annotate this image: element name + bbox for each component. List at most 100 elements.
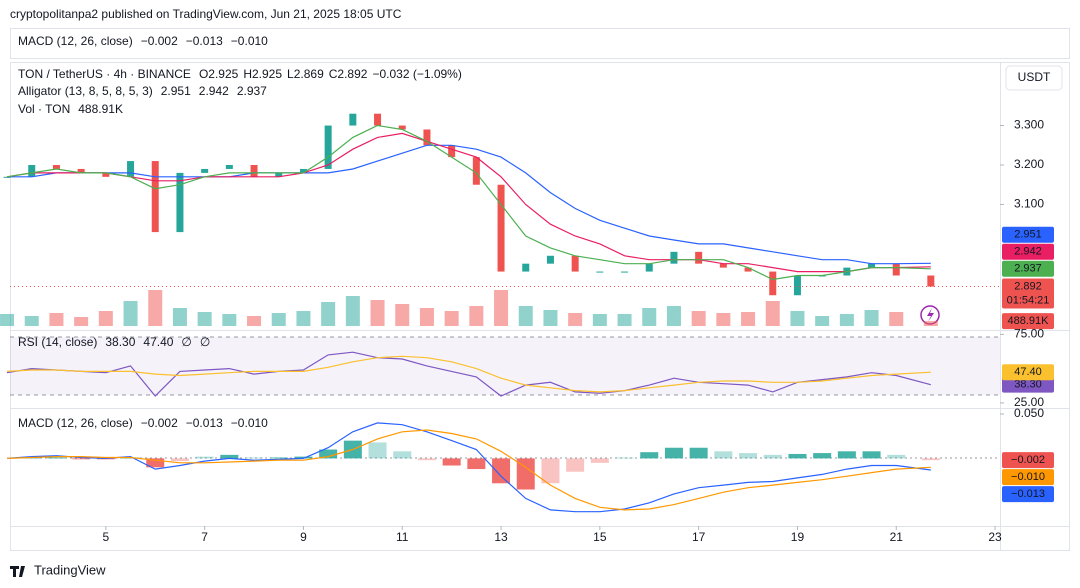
histogram-bar xyxy=(269,457,288,459)
candle xyxy=(571,255,579,272)
macd-badge xyxy=(1002,452,1054,469)
candle xyxy=(102,172,110,177)
price-legend: 2.869 xyxy=(294,67,324,81)
histogram-bar xyxy=(319,449,338,459)
histogram-bar xyxy=(862,451,881,459)
price-legend: 2.925 xyxy=(208,67,238,81)
volume-bar xyxy=(469,306,484,326)
volume-bar xyxy=(345,296,360,326)
volume-bar xyxy=(568,313,583,326)
candle xyxy=(151,161,159,233)
alligator-badge xyxy=(1002,260,1054,277)
alligator-line xyxy=(6,124,931,281)
candle xyxy=(645,263,653,272)
alligator-line xyxy=(6,132,931,273)
rsi-legend: ∅ xyxy=(181,335,191,349)
candle xyxy=(695,251,703,264)
publisher-line: cryptopolitanpa2 published on TradingVie… xyxy=(10,7,402,21)
histogram-bar xyxy=(541,458,560,484)
candle xyxy=(77,168,85,173)
histogram-bar xyxy=(195,456,214,459)
macd-badge-text: −0.010 xyxy=(1011,471,1045,483)
x-tick-label: 5 xyxy=(102,530,109,544)
volume-bar xyxy=(419,308,434,326)
candle xyxy=(448,145,456,158)
candle xyxy=(299,168,307,173)
macd-legend: −0.002 xyxy=(141,416,178,430)
x-tick-label: 15 xyxy=(593,530,607,544)
alligator-legend: 2.937 xyxy=(237,84,267,98)
volume-bar xyxy=(444,311,459,326)
candle xyxy=(423,129,431,146)
histogram-bar xyxy=(887,454,906,459)
candle xyxy=(472,157,480,185)
histogram-bar xyxy=(788,453,807,459)
volume-bar xyxy=(815,316,830,326)
histogram-bar xyxy=(368,442,387,459)
histogram-bar xyxy=(664,447,683,459)
price-legend: 2.892 xyxy=(337,67,367,81)
volume-bar xyxy=(666,306,681,326)
x-tick-label: 23 xyxy=(988,530,1002,544)
rsi-legend: ∅ xyxy=(200,335,210,349)
alligator-badge xyxy=(1002,243,1054,260)
histogram-bar xyxy=(442,458,461,466)
volume-bar xyxy=(172,308,187,326)
histogram-bar xyxy=(245,457,264,459)
histogram-bar xyxy=(763,454,782,459)
footer-logo xyxy=(10,566,25,577)
histogram-bar xyxy=(393,451,412,459)
volume-bar xyxy=(0,314,15,326)
histogram-bar xyxy=(220,454,239,459)
alligator-badge-text: 2.937 xyxy=(1014,263,1042,275)
candle xyxy=(324,125,332,169)
countdown-text: 01:54:21 xyxy=(1007,294,1050,306)
currency-button[interactable] xyxy=(1005,65,1063,91)
main-frame xyxy=(10,62,1070,551)
volume-badge xyxy=(1002,313,1054,330)
y-tick-label: 3.100 xyxy=(1014,197,1044,211)
volume-bar xyxy=(617,314,632,326)
macd-badge xyxy=(1002,486,1054,503)
candle xyxy=(621,271,629,273)
currency-label: USDT xyxy=(1018,70,1051,84)
candle xyxy=(176,172,184,233)
volume-bar xyxy=(395,304,410,326)
histogram-bar xyxy=(739,453,758,459)
y-tick-label: 3.200 xyxy=(1014,157,1044,171)
volume-bar xyxy=(716,313,731,326)
y-tick-label: 3.300 xyxy=(1014,118,1044,132)
collapsed-legend: −0.010 xyxy=(231,34,268,48)
candle xyxy=(28,165,36,177)
rsi-legend: 47.40 xyxy=(143,335,173,349)
histogram-bar xyxy=(294,456,313,459)
volume-bar xyxy=(197,312,212,326)
macd-line xyxy=(6,422,931,513)
volume-bar xyxy=(49,313,64,326)
volume-legend: Vol · TON xyxy=(18,102,70,116)
volume-bar xyxy=(741,312,756,326)
rsi-badge-text: 38.30 xyxy=(1014,379,1042,391)
price-legend: H xyxy=(243,67,252,81)
alligator-line xyxy=(7,144,931,265)
candle xyxy=(201,168,209,173)
histogram-bar xyxy=(689,447,708,459)
candle xyxy=(744,267,752,272)
volume-bar xyxy=(74,317,89,326)
candle xyxy=(225,165,233,169)
price-legend: 2.925 xyxy=(252,67,282,81)
volume-bar xyxy=(271,313,286,326)
candle xyxy=(892,263,900,276)
candle xyxy=(670,251,678,264)
macd-legend: MACD (12, 26, close) xyxy=(18,416,133,430)
candle xyxy=(374,113,382,126)
macd-badge-text: −0.002 xyxy=(1011,454,1045,466)
candle xyxy=(52,165,60,169)
x-tick-label: 21 xyxy=(890,530,904,544)
alligator-legend: 2.942 xyxy=(199,84,229,98)
candle xyxy=(868,263,876,268)
histogram-bar xyxy=(47,457,66,459)
volume-bar xyxy=(148,290,163,326)
rsi-line xyxy=(6,351,931,397)
